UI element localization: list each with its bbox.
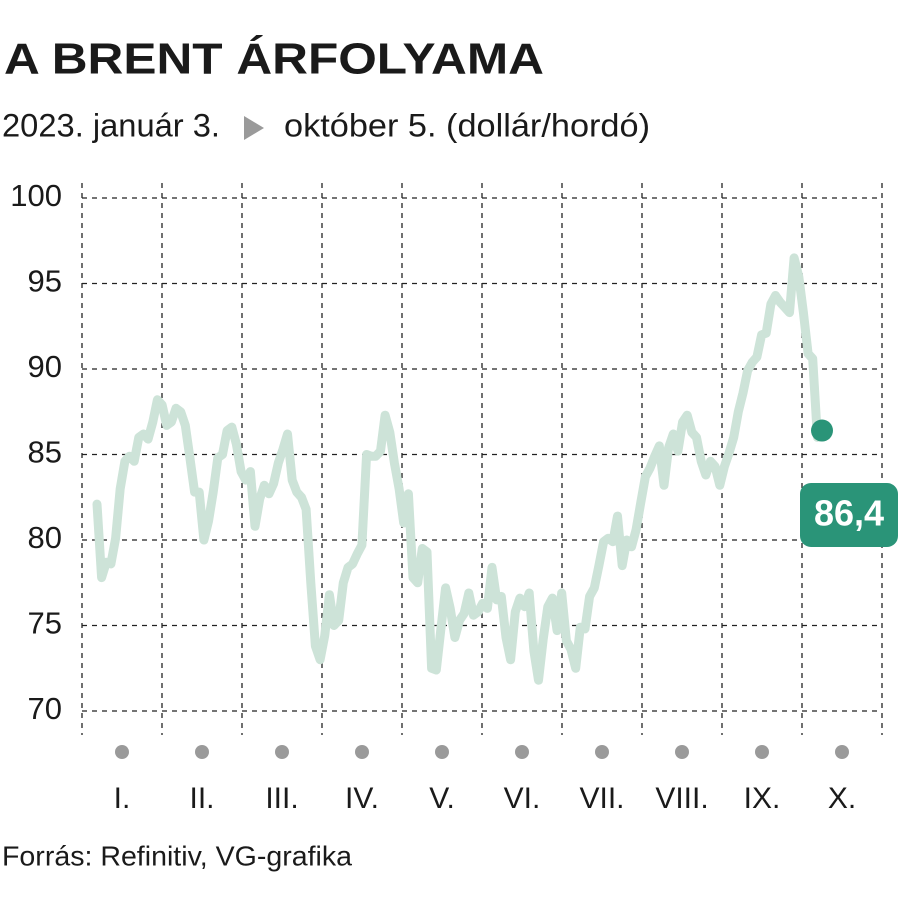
x-tick-label: III. — [265, 782, 298, 815]
last-point — [811, 419, 833, 442]
month-dot — [595, 745, 609, 759]
arrow-icon — [244, 116, 264, 140]
chart-title: A BRENT ÁRFOLYAMA — [4, 34, 544, 84]
x-tick-label: V. — [429, 782, 455, 815]
subtitle-start: 2023. január 3. — [2, 107, 220, 143]
x-tick-label: I. — [114, 782, 131, 815]
x-tick-label: VIII. — [655, 782, 708, 815]
x-tick-label: IV. — [345, 782, 379, 815]
y-tick-label: 95 — [28, 264, 62, 299]
x-tick-label: IX. — [744, 782, 781, 815]
x-tick-label: II. — [189, 782, 214, 815]
y-tick-label: 80 — [28, 520, 62, 555]
value-label-box — [800, 483, 898, 547]
month-dot — [275, 745, 289, 759]
source: Forrás: Refinitiv, VG-grafika — [2, 840, 352, 871]
y-tick-label: 70 — [28, 691, 62, 726]
x-tick-label: VI. — [504, 782, 541, 815]
x-tick-label: VII. — [579, 782, 624, 815]
month-dot — [195, 745, 209, 759]
subtitle-end: október 5. (dollár/hordó) — [284, 107, 650, 143]
y-tick-label: 100 — [10, 178, 62, 213]
month-dot — [755, 745, 769, 759]
month-dot — [355, 745, 369, 759]
month-dot — [835, 745, 849, 759]
x-tick-label: X. — [828, 782, 856, 815]
value-label: 86,4 — [814, 493, 884, 534]
month-dot — [675, 745, 689, 759]
y-tick-label: 75 — [28, 606, 62, 641]
month-dot — [115, 745, 129, 759]
month-dot — [435, 745, 449, 759]
y-tick-label: 90 — [28, 349, 62, 384]
month-dot — [515, 745, 529, 759]
price-line — [92, 253, 827, 685]
y-tick-label: 85 — [28, 435, 62, 470]
